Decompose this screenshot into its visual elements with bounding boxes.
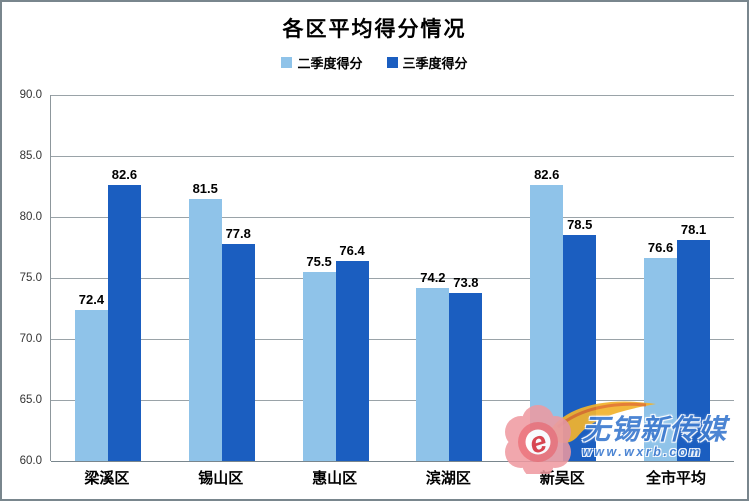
gridline	[51, 217, 734, 218]
legend-label-q2: 二季度得分	[297, 55, 363, 71]
y-axis-tick-label: 80.0	[19, 211, 42, 223]
y-axis-tick-label: 90.0	[19, 89, 42, 101]
x-axis-labels: 梁溪区 锡山区 惠山区 滨湖区 新吴区 全市平均	[50, 467, 733, 488]
bar-slot-q2: 74.2	[416, 95, 450, 461]
bar-value-label: 76.4	[339, 242, 365, 258]
x-axis-label: 惠山区	[312, 470, 358, 487]
bar-slot-q3: 78.1	[677, 95, 711, 461]
bar-slot-q3: 77.8	[221, 95, 255, 461]
legend-label-q3: 三季度得分	[402, 55, 468, 71]
watermark-url-text: www.wxrb.com	[582, 445, 703, 459]
y-axis-tick-label: 60.0	[19, 455, 42, 467]
bar-q2	[74, 309, 108, 461]
gridline	[51, 400, 734, 401]
bar-value-label: 75.5	[306, 253, 332, 269]
bar-value-label: 72.4	[78, 291, 105, 307]
y-axis-tick-label: 85.0	[19, 150, 42, 162]
x-axis-label: 全市平均	[646, 470, 707, 487]
bar-group: 81.5 77.8	[165, 95, 279, 461]
x-axis-label: 滨湖区	[425, 470, 471, 487]
bar-slot-q2: 75.5	[302, 95, 336, 461]
bar-value-label: 78.5	[567, 217, 593, 233]
legend: 二季度得分 三季度得分	[2, 53, 747, 72]
brand-logo-icon: e	[505, 401, 656, 474]
bar-slot-q3: 82.6	[107, 95, 141, 461]
bar-group: 72.4 82.6	[51, 95, 165, 461]
watermark: e 无锡新传媒 www.wxrb.com	[496, 394, 747, 474]
bar-slot-q2: 76.6	[644, 95, 678, 461]
bar-q2	[302, 271, 336, 461]
gridline	[51, 156, 734, 157]
bar-group: 75.5 76.4	[279, 95, 393, 461]
bar-value-label: 82.6	[534, 167, 560, 183]
bar-value-label: 82.6	[111, 167, 138, 183]
bar-value-label: 81.5	[192, 180, 218, 196]
y-axis-tick-label: 75.0	[19, 272, 42, 284]
bar-value-label: 76.6	[647, 240, 674, 256]
gridline	[51, 95, 734, 96]
x-axis-label: 新吴区	[539, 470, 585, 487]
bar-slot-q2: 72.4	[74, 95, 108, 461]
bar-value-label: 77.8	[225, 225, 251, 241]
legend-item-q2: 二季度得分	[281, 53, 363, 72]
legend-item-q3: 三季度得分	[386, 53, 468, 72]
bar-q3	[677, 240, 711, 461]
bar-q2	[188, 198, 222, 461]
bar-value-label: 73.8	[453, 274, 479, 290]
gridline	[51, 278, 734, 279]
x-axis-label: 梁溪区	[84, 470, 130, 487]
bar-value-label: 74.2	[420, 269, 446, 285]
chart-title: 各区平均得分情况	[282, 18, 467, 41]
y-axis-tick-label: 65.0	[19, 394, 42, 406]
bar-group: 74.2 73.8	[392, 95, 506, 461]
bar-group: 76.6 78.1	[620, 95, 734, 461]
gridline	[51, 339, 734, 340]
bar-q3	[335, 260, 369, 461]
bar-slot-q2: 81.5	[188, 95, 222, 461]
bar-q2	[416, 287, 450, 461]
bar-q3	[221, 243, 255, 461]
watermark-text-block: 无锡新传媒 www.wxrb.com	[582, 414, 747, 460]
bar-q2	[644, 258, 678, 461]
y-axis-tick-label: 70.0	[19, 333, 42, 345]
x-axis-label: 锡山区	[198, 470, 244, 487]
bar-q3	[449, 292, 483, 461]
bar-slot-q3: 73.8	[449, 95, 483, 461]
bar-q3	[107, 185, 141, 461]
gridline	[51, 461, 734, 462]
watermark-brand-text: 无锡新传媒	[582, 414, 728, 445]
bar-slot-q3: 76.4	[335, 95, 369, 461]
legend-swatch-q3-icon	[386, 56, 398, 68]
y-axis-labels: 90.0 85.0 80.0 75.0 70.0 65.0 60.0	[2, 89, 42, 467]
legend-swatch-q2-icon	[281, 56, 293, 68]
bar-value-label: 78.1	[680, 222, 707, 238]
